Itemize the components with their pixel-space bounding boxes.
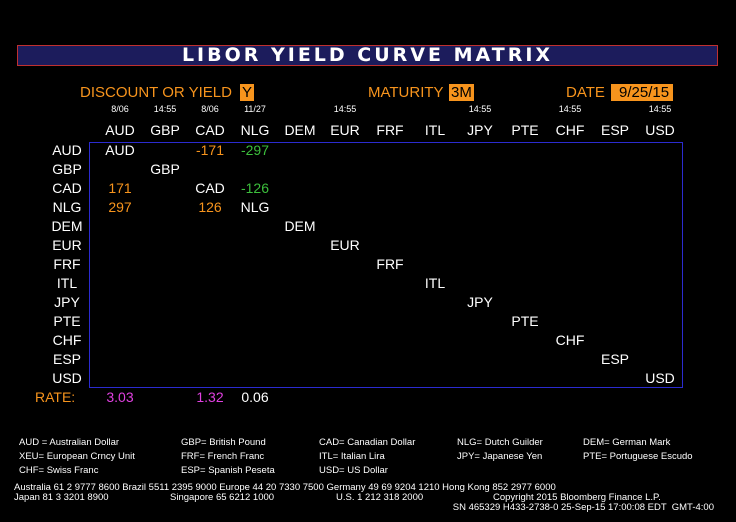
rate-value: 1.32 <box>196 389 224 405</box>
maturity-label: MATURITY <box>368 84 444 101</box>
rate-value: 0.06 <box>241 389 269 405</box>
cell: USD <box>645 370 675 386</box>
maturity-value[interactable]: 3M <box>449 84 474 101</box>
cell: 171 <box>108 180 132 196</box>
footer-item: Singapore 65 6212 1000 <box>170 492 275 503</box>
row-label[interactable]: PTE <box>53 313 81 329</box>
column-time: 8/06 <box>201 104 219 114</box>
footer-item: Japan 81 3 3201 8900 <box>14 492 109 503</box>
row-label[interactable]: AUD <box>52 142 82 158</box>
column-header[interactable]: ITL <box>424 122 446 138</box>
title: LIBOR YIELD CURVE MATRIX <box>17 45 718 66</box>
column-header[interactable]: FRF <box>376 122 404 138</box>
legend-item: ESP= Spanish Peseta <box>181 465 275 476</box>
column-time: 8/06 <box>111 104 129 114</box>
row-label[interactable]: CHF <box>52 332 82 348</box>
cell: NLG <box>240 199 270 215</box>
legend-item: XEU= European Crncy Unit <box>19 451 135 462</box>
cell: -171 <box>195 142 225 158</box>
cell: AUD <box>105 142 135 158</box>
column-time: 14:55 <box>558 104 582 114</box>
legend-item: AUD = Australian Dollar <box>19 437 120 448</box>
column-header[interactable]: EUR <box>330 122 360 138</box>
row-label[interactable]: ESP <box>52 351 82 367</box>
cell: ITL <box>424 275 446 291</box>
cell: -297 <box>240 142 270 158</box>
legend-item: CAD= Canadian Dollar <box>319 437 416 448</box>
legend-item: DEM= German Mark <box>583 437 671 448</box>
cell: -126 <box>240 180 270 196</box>
cell: PTE <box>511 313 539 329</box>
column-header[interactable]: DEM <box>284 122 316 138</box>
cell: JPY <box>467 294 493 310</box>
column-header[interactable]: CAD <box>195 122 225 138</box>
row-label[interactable]: JPY <box>54 294 80 310</box>
cell: GBP <box>150 161 180 177</box>
column-header[interactable]: AUD <box>105 122 135 138</box>
row-label[interactable]: EUR <box>52 237 82 253</box>
cell: DEM <box>284 218 316 234</box>
row-label[interactable]: ITL <box>56 275 78 291</box>
row-label[interactable]: USD <box>52 370 82 386</box>
column-time: 11/27 <box>244 104 266 114</box>
cell: EUR <box>330 237 360 253</box>
footer-line: SN 465329 H433-2738-0 25-Sep-15 17:00:08… <box>452 502 714 513</box>
legend-item: FRF= French Franc <box>181 451 265 462</box>
footer-item: Copyright 2015 Bloomberg Finance L.P. <box>493 492 661 503</box>
column-time: 14:55 <box>468 104 492 114</box>
row-label[interactable]: GBP <box>52 161 82 177</box>
legend-item: NLG= Dutch Guilder <box>457 437 543 448</box>
matrix-frame <box>89 142 683 388</box>
legend-item: PTE= Portuguese Escudo <box>583 451 693 462</box>
cell: 126 <box>198 199 222 215</box>
cell: FRF <box>376 256 404 272</box>
discount-value[interactable]: Y <box>240 84 255 101</box>
row-label[interactable]: NLG <box>52 199 82 215</box>
row-label[interactable]: DEM <box>51 218 83 234</box>
legend-item: JPY= Japanese Yen <box>457 451 543 462</box>
row-label[interactable]: CAD <box>52 180 82 196</box>
row-label[interactable]: FRF <box>53 256 81 272</box>
column-time: 14:55 <box>648 104 672 114</box>
cell: ESP <box>600 351 630 367</box>
footer-line: Australia 61 2 9777 8600 Brazil 5511 239… <box>14 482 556 493</box>
column-header[interactable]: JPY <box>467 122 493 138</box>
column-time: 14:55 <box>153 104 177 114</box>
column-header[interactable]: ESP <box>600 122 630 138</box>
column-header[interactable]: NLG <box>240 122 270 138</box>
legend-item: USD= US Dollar <box>319 465 388 476</box>
discount-label: DISCOUNT OR YIELD <box>80 84 232 101</box>
cell: CAD <box>195 180 225 196</box>
legend-item: GBP= British Pound <box>181 437 266 448</box>
cell: CHF <box>555 332 585 348</box>
cell: 297 <box>108 199 132 215</box>
legend-item: CHF= Swiss Franc <box>19 465 99 476</box>
column-header[interactable]: USD <box>645 122 675 138</box>
rate-value: 3.03 <box>106 389 134 405</box>
column-header[interactable]: CHF <box>555 122 585 138</box>
column-time: 14:55 <box>333 104 357 114</box>
rate-label: RATE: <box>35 389 76 405</box>
date-value[interactable]: 9/25/15 <box>611 84 674 101</box>
column-header[interactable]: GBP <box>150 122 180 138</box>
date-label: DATE <box>566 84 605 101</box>
column-header[interactable]: PTE <box>511 122 539 138</box>
footer-item: U.S. 1 212 318 2000 <box>336 492 424 503</box>
legend-item: ITL= Italian Lira <box>319 451 385 462</box>
